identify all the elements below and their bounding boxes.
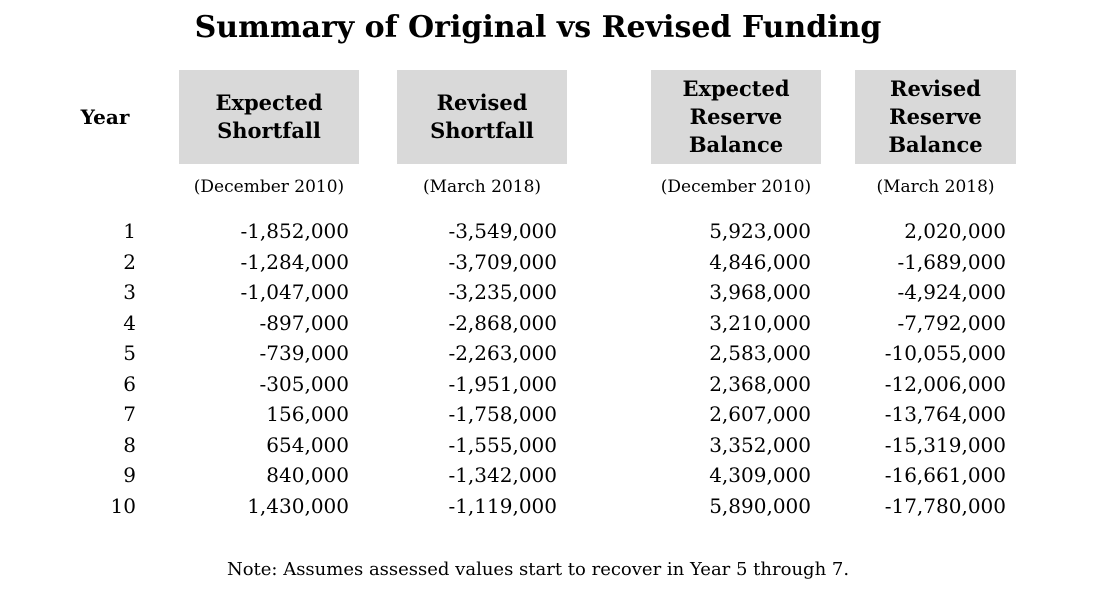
footnote: Note: Assumes assessed values start to r… (226, 559, 850, 580)
table-row: 5 -739,000 -2,263,000 2,583,000 -10,055,000 (60, 338, 1016, 369)
value-cell: -13,764,000 (884, 402, 1006, 426)
value-cell: -2,868,000 (448, 310, 557, 335)
value-cell: -2,263,000 (448, 341, 557, 365)
value-cell: 3,352,000 (709, 432, 811, 457)
value-cell: -3,235,000 (448, 280, 557, 304)
value-cell: -1,342,000 (448, 463, 557, 487)
period-label-revised-shortfall: (March 2018) (422, 177, 542, 197)
value-cell: -16,661,000 (884, 463, 1006, 487)
value-cell: -12,006,000 (884, 371, 1006, 396)
value-cell: -4,924,000 (897, 280, 1006, 304)
table-row: 9 840,000 -1,342,000 4,309,000 -16,661,000 (60, 460, 1016, 491)
year-cell: 2 (123, 249, 136, 274)
value-cell: 3,210,000 (709, 310, 811, 335)
table-body: 1 -1,852,000 -3,549,000 5,923,000 2,020,000 2… (60, 216, 1016, 521)
value-cell: -1,047,000 (240, 280, 349, 304)
period-subheader-row: (December 2010) (March 2018) (December 2… (60, 177, 1016, 198)
year-cell: 5 (123, 341, 136, 365)
year-cell: 8 (123, 432, 136, 457)
period-label-expected-reserve-balance: (December 2010) (660, 177, 812, 197)
value-cell: -3,549,000 (448, 219, 557, 243)
table-row: 3 -1,047,000 -3,235,000 3,968,000 -4,924,000 (60, 277, 1016, 308)
year-cell: 7 (123, 402, 136, 426)
value-cell: -1,951,000 (448, 371, 557, 396)
value-cell: -305,000 (259, 371, 349, 396)
value-cell: -17,780,000 (884, 493, 1006, 518)
table-row: 8 654,000 -1,555,000 3,352,000 -15,319,000 (60, 430, 1016, 461)
value-cell: -1,119,000 (448, 493, 557, 518)
value-cell: -897,000 (259, 310, 349, 335)
period-label-revised-reserve-balance: (March 2018) (876, 177, 995, 197)
value-cell: -1,758,000 (448, 402, 557, 426)
value-cell: -1,284,000 (240, 249, 349, 274)
value-cell: 1,430,000 (247, 493, 349, 518)
page-title: Summary of Original vs Revised Funding (194, 10, 882, 45)
value-cell: 2,583,000 (709, 341, 811, 365)
column-header-revised-reserve-balance: Revised Reserve Balance (855, 70, 1016, 164)
value-cell: -1,852,000 (240, 219, 349, 243)
table-row: 7 156,000 -1,758,000 2,607,000 -13,764,000 (60, 399, 1016, 430)
value-cell: -1,689,000 (897, 249, 1006, 274)
table-row: 1 -1,852,000 -3,549,000 5,923,000 2,020,000 (60, 216, 1016, 247)
table-row: 10 1,430,000 -1,119,000 5,890,000 -17,780,00… (60, 491, 1016, 522)
table-row: 6 -305,000 -1,951,000 2,368,000 -12,006,000 (60, 369, 1016, 400)
value-cell: 156,000 (266, 402, 349, 426)
value-cell: 3,968,000 (709, 280, 811, 304)
value-cell: 4,309,000 (709, 463, 811, 487)
column-header-revised-shortfall: Revised Shortfall (397, 70, 567, 164)
year-cell: 9 (123, 463, 136, 487)
value-cell: 4,846,000 (709, 249, 811, 274)
year-cell: 4 (123, 310, 136, 335)
table-row: 2 -1,284,000 -3,709,000 4,846,000 -1,689,000 (60, 247, 1016, 278)
period-spacer (60, 177, 150, 198)
value-cell: -15,319,000 (884, 432, 1006, 457)
value-cell: 2,020,000 (904, 219, 1006, 243)
value-cell: 2,607,000 (709, 402, 811, 426)
period-label-expected-shortfall: (December 2010) (193, 177, 345, 197)
year-column-header: Year (80, 105, 130, 129)
value-cell: -7,792,000 (897, 310, 1006, 335)
year-cell: 3 (123, 280, 136, 304)
value-cell: 654,000 (266, 432, 349, 457)
table-row: 4 -897,000 -2,868,000 3,210,000 -7,792,000 (60, 308, 1016, 339)
year-cell: 10 (110, 493, 136, 518)
table-content: Summary of Original vs Revised Funding Y… (60, 0, 1016, 580)
value-cell: 840,000 (266, 463, 349, 487)
value-cell: -1,555,000 (448, 432, 557, 457)
value-cell: -10,055,000 (884, 341, 1006, 365)
value-cell: 2,368,000 (709, 371, 811, 396)
value-cell: 5,890,000 (709, 493, 811, 518)
year-cell: 6 (123, 371, 136, 396)
column-header-expected-shortfall: Expected Shortfall (179, 70, 359, 164)
column-header-expected-reserve-balance: Expected Reserve Balance (651, 70, 821, 164)
year-cell: 1 (123, 219, 136, 243)
value-cell: -3,709,000 (448, 249, 557, 274)
value-cell: 5,923,000 (709, 219, 811, 243)
value-cell: -739,000 (259, 341, 349, 365)
table-header-row: Year Expected Shortfall Revised Shortfal… (60, 70, 1016, 164)
